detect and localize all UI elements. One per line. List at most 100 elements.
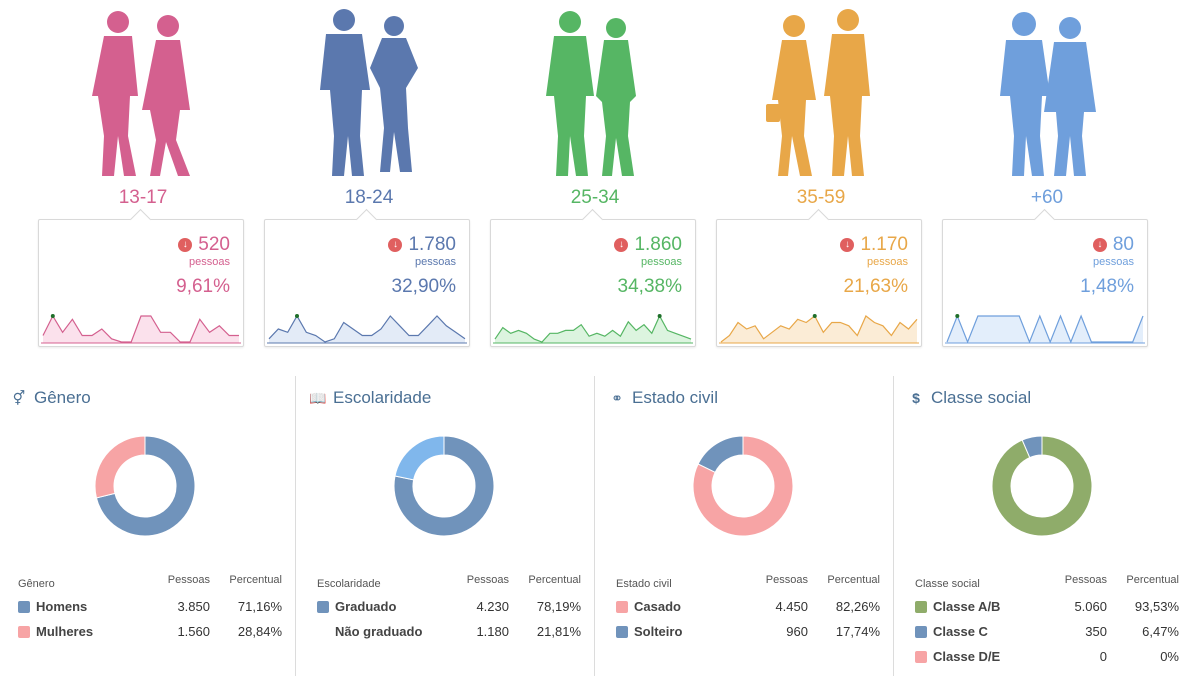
- col-header-percentual: Percentual: [528, 574, 581, 586]
- row-pessoas: 3.850: [177, 599, 210, 614]
- panel-dollar: $ Classe social Classe social Pessoas Percen…: [905, 376, 1180, 676]
- panel-book: 📖 Escolaridade Escolaridade Pessoas Percentu…: [307, 376, 587, 676]
- row-pessoas: 4.230: [476, 599, 509, 614]
- col-header-category: Escolaridade: [317, 578, 381, 590]
- col-header-percentual: Percentual: [1126, 574, 1179, 586]
- sparkline-area: [721, 316, 917, 343]
- data-table: Escolaridade Pessoas Percentual Graduado 4.2…: [317, 574, 581, 644]
- age-label: 35-59: [796, 187, 846, 208]
- row-label: Classe C: [933, 624, 988, 639]
- donut-chart: [94, 435, 196, 537]
- panel-rings: ⚭ Estado civil Estado civil Pessoas Percentu…: [606, 376, 886, 676]
- panel-title: 📖 Escolaridade: [307, 388, 431, 408]
- sparkline-line: [720, 315, 918, 343]
- row-percentual: 0%: [1160, 649, 1179, 664]
- col-header-category: Gênero: [18, 578, 55, 590]
- panel-title-text: Estado civil: [632, 388, 718, 407]
- panel-title: ⚭ Estado civil: [606, 388, 718, 408]
- donut-slice-classe-a-b: [991, 435, 1093, 537]
- age-label: 25-34: [570, 187, 620, 208]
- table-row: Classe A/B 5.060 93,53%: [915, 594, 1179, 619]
- unit-label: pessoas: [415, 256, 456, 268]
- legend-swatch: [18, 600, 30, 613]
- percentage: 1,48%: [1080, 276, 1134, 297]
- panel-title: $ Classe social: [905, 388, 1031, 408]
- row-pessoas: 0: [1099, 649, 1107, 664]
- panel-gender: ⚥ Gênero Gênero Pessoas Percentual Homens 3.85…: [8, 376, 288, 676]
- row-label: Classe A/B: [933, 599, 1001, 614]
- unit-label: pessoas: [189, 256, 230, 268]
- col-header-pessoas: Pessoas: [167, 574, 210, 586]
- couple-silhouette-icon: [92, 11, 190, 176]
- dollar-icon: $: [912, 390, 920, 406]
- row-label: Casado: [634, 599, 681, 614]
- legend-swatch: [915, 650, 927, 663]
- couple-silhouette-icon: [766, 9, 870, 176]
- age-label: 13-17: [118, 187, 168, 208]
- legend-swatch: [915, 600, 927, 613]
- table-row: Classe D/E 0 0%: [915, 644, 1179, 669]
- donut-slice-n-o-graduado: [394, 435, 445, 481]
- panel-title-text: Escolaridade: [333, 388, 432, 407]
- percentage: 9,61%: [176, 276, 230, 297]
- unit-label: pessoas: [641, 256, 682, 268]
- panel-title-text: Gênero: [34, 388, 91, 407]
- row-label: Não graduado: [335, 624, 423, 639]
- donut-slice-solteiro: [697, 435, 744, 474]
- percentage: 34,38%: [617, 276, 682, 297]
- people-count: 80: [1112, 234, 1134, 255]
- row-label: Classe D/E: [933, 649, 1001, 664]
- people-count: 1.860: [634, 234, 682, 255]
- table-row: Solteiro 960 17,74%: [616, 619, 880, 644]
- percentage: 32,90%: [391, 276, 456, 297]
- gender-icon: ⚥: [12, 389, 26, 406]
- legend-swatch: [915, 625, 927, 638]
- table-header: Escolaridade Pessoas Percentual: [317, 574, 581, 594]
- arrow-down-icon: ↓: [840, 238, 855, 252]
- age-label: +60: [1030, 187, 1064, 208]
- arrow-down-icon: ↓: [1092, 238, 1107, 252]
- couple-silhouette-icon: [546, 11, 636, 176]
- sparkline: [41, 314, 241, 344]
- age-label: 18-24: [344, 187, 394, 208]
- sparkline: [719, 314, 919, 344]
- sparkline-area: [269, 316, 465, 343]
- legend-swatch: [18, 625, 30, 638]
- col-header-pessoas: Pessoas: [765, 574, 808, 586]
- percentage: 21,63%: [843, 276, 908, 297]
- row-percentual: 93,53%: [1134, 599, 1179, 614]
- row-pessoas: 350: [1085, 624, 1107, 639]
- arrow-down-icon: ↓: [614, 238, 629, 252]
- sparkline-line: [42, 314, 239, 343]
- row-label: Graduado: [335, 599, 397, 614]
- col-header-percentual: Percentual: [229, 574, 282, 586]
- couple-silhouette-icon: [1000, 12, 1096, 176]
- table-header: Gênero Pessoas Percentual: [18, 574, 282, 594]
- sparkline: [267, 314, 467, 344]
- panel-title: ⚥ Gênero: [8, 388, 91, 408]
- col-header-pessoas: Pessoas: [466, 574, 509, 586]
- donut-chart: [692, 435, 794, 537]
- col-header-category: Estado civil: [616, 578, 672, 590]
- row-percentual: 6,47%: [1142, 624, 1179, 639]
- people-count: 1.780: [408, 234, 456, 255]
- donut-chart: [393, 435, 495, 537]
- col-header-category: Classe social: [915, 578, 980, 590]
- table-row: Graduado 4.230 78,19%: [317, 594, 581, 619]
- row-pessoas: 5.060: [1074, 599, 1107, 614]
- data-table: Gênero Pessoas Percentual Homens 3.850 71,16%…: [18, 574, 282, 644]
- arrow-down-icon: ↓: [178, 238, 193, 252]
- sparkline-max-marker: [295, 314, 299, 318]
- unit-label: pessoas: [867, 256, 908, 268]
- age-stat-card: ↓ 1.860 pessoas 34,38%: [490, 219, 696, 347]
- row-percentual: 17,74%: [835, 624, 880, 639]
- table-row: Não graduado 1.180 21,81%: [317, 619, 581, 644]
- sparkline-line: [494, 314, 692, 343]
- table-row: Mulheres 1.560 28,84%: [18, 619, 282, 644]
- row-percentual: 21,81%: [536, 624, 581, 639]
- donut-chart: [991, 435, 1093, 537]
- sparkline-max-marker: [657, 314, 662, 318]
- sparkline-area: [43, 316, 239, 343]
- legend-swatch: [317, 600, 329, 613]
- rings-icon: ⚭: [611, 389, 623, 406]
